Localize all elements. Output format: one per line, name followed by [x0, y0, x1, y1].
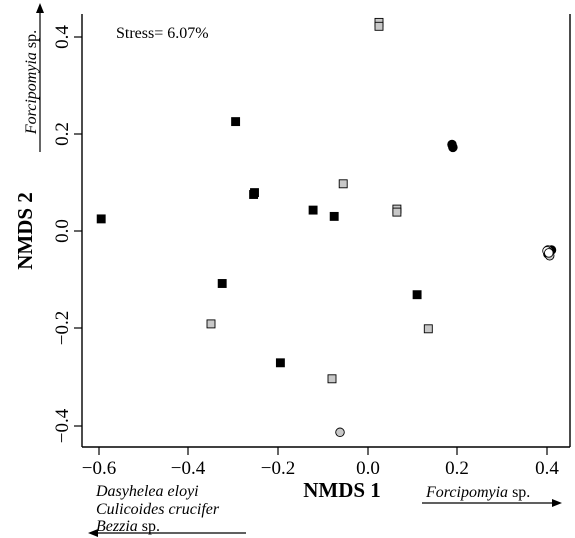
x-tick: −0.4 — [171, 447, 206, 479]
scatter-point-square — [423, 324, 433, 334]
x-negative-species-label: Dasyhelea eloyi — [95, 483, 199, 500]
scatter-point-square — [308, 205, 318, 215]
y-tick-label: −0.4 — [52, 408, 73, 443]
x-tick: −0.2 — [261, 447, 295, 479]
y-tick: 0.2 — [52, 122, 82, 146]
x-tick: 0.0 — [356, 447, 380, 479]
scatter-point-circle — [544, 248, 554, 258]
x-tick-label: −0.4 — [171, 458, 206, 479]
x-tick: −0.6 — [82, 447, 116, 479]
stress-annotation: Stress= 6.07% — [116, 25, 209, 42]
scatter-point-square — [374, 21, 384, 31]
scatter-point-square — [338, 179, 348, 189]
scatter-point-square — [412, 290, 422, 300]
y-positive-species-label: Forcipomyia sp. — [23, 30, 40, 135]
scatter-point-square — [392, 207, 402, 217]
scatter-point-square — [96, 214, 106, 224]
x-tick-label: 0.0 — [356, 458, 380, 479]
scatter-point-circle — [335, 427, 345, 438]
y-tick: 0.4 — [52, 25, 82, 49]
scatter-point-square — [249, 190, 259, 199]
scatter-point-square — [327, 374, 337, 384]
x-axis-title: NMDS 1 — [303, 478, 381, 502]
x-tick-label: 0.4 — [535, 458, 559, 479]
y-tick: 0.0 — [52, 219, 82, 243]
y-tick: −0.4 — [52, 408, 82, 443]
biplot-x-negative: Dasyhelea eloyi Culicoides crucifer Bezz… — [88, 483, 246, 537]
y-axis-title: NMDS 2 — [13, 192, 37, 270]
scatter-point-square — [329, 211, 339, 221]
scatter-point-square — [275, 358, 285, 368]
scatter-point-circle — [448, 142, 458, 153]
x-tick: 0.4 — [535, 447, 559, 479]
scatter-point-square — [206, 319, 216, 329]
scatter-point-square — [217, 279, 227, 288]
x-pos-arrow-head-icon — [552, 499, 562, 507]
x-positive-species-label: Forcipomyia sp. — [425, 484, 530, 501]
x-tick-label: 0.2 — [445, 458, 469, 479]
x-neg-arrow-head-icon — [88, 529, 98, 537]
scatter-point-square — [231, 117, 241, 127]
data-points — [96, 17, 557, 438]
x-tick: 0.2 — [445, 447, 469, 479]
plot-frame — [81, 14, 571, 448]
x-negative-species-label: Bezzia sp. — [96, 518, 160, 535]
y-tick-label: 0.2 — [52, 122, 73, 146]
biplot-y-positive: Forcipomyia sp. — [23, 3, 44, 152]
biplot-x-positive: Forcipomyia sp. — [422, 484, 562, 507]
y-tick-label: −0.2 — [52, 311, 73, 345]
y-arrow-head-icon — [36, 3, 44, 13]
y-axis: −0.4 −0.2 0.0 0.2 0.4 — [52, 25, 82, 443]
y-tick: −0.2 — [52, 311, 82, 345]
x-axis: −0.6 −0.4 −0.2 0.0 0.2 0.4 — [82, 447, 559, 479]
x-negative-species-label: Culicoides crucifer — [96, 501, 220, 518]
y-tick-label: 0.0 — [52, 219, 73, 243]
x-tick-label: −0.2 — [261, 458, 295, 479]
y-tick-label: 0.4 — [52, 25, 73, 49]
x-tick-label: −0.6 — [82, 458, 116, 479]
